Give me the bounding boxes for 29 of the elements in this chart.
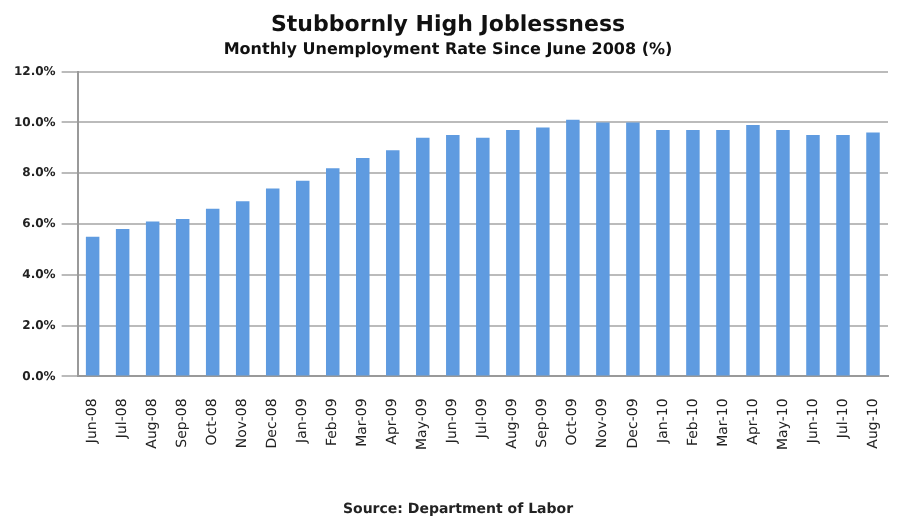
bar — [145, 221, 160, 376]
bar — [85, 236, 100, 376]
bar — [566, 119, 580, 376]
bar — [686, 130, 700, 376]
bar — [416, 137, 430, 376]
bar — [596, 122, 610, 376]
bar — [506, 130, 520, 376]
bar — [536, 127, 550, 376]
bar — [476, 137, 490, 376]
bar — [386, 150, 400, 376]
chart-subtitle: Monthly Unemployment Rate Since June 2008 (%) — [223, 40, 673, 59]
bar — [205, 208, 220, 376]
bar — [776, 130, 790, 376]
bar — [806, 135, 820, 376]
bar — [356, 157, 370, 376]
bar — [265, 188, 280, 376]
bar — [746, 124, 760, 376]
bar — [656, 130, 670, 376]
bar — [325, 168, 340, 376]
bar — [866, 132, 880, 376]
bar — [446, 135, 460, 376]
bar — [836, 135, 850, 376]
bar — [175, 218, 190, 376]
bar — [235, 201, 250, 376]
bar — [115, 229, 130, 376]
bar — [716, 130, 730, 376]
bar — [295, 180, 310, 376]
bar — [626, 122, 640, 376]
chart-title: Stubbornly High Joblessness — [270, 10, 626, 37]
